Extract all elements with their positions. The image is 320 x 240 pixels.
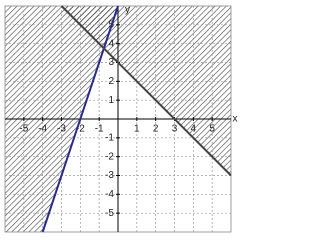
x-tick-label: 5: [209, 124, 215, 135]
y-tick-label: 2: [108, 76, 114, 87]
x-axis-label: x: [233, 114, 238, 125]
y-tick-label: 4: [108, 38, 114, 49]
boundary-line: [41, 5, 119, 233]
y-tick-label: -1: [105, 132, 114, 143]
x-tick-label: 1: [134, 124, 140, 135]
y-tick-label: -2: [105, 151, 114, 162]
x-tick-label: 4: [191, 124, 197, 135]
boundary-line: [60, 5, 232, 177]
y-tick-label: 3: [108, 57, 114, 68]
x-tick-label: 2: [153, 124, 159, 135]
y-axis-label: y: [125, 5, 130, 16]
y-tick-label: -3: [105, 170, 114, 181]
x-tick-label: -5: [19, 124, 28, 135]
y-tick-label: 1: [108, 95, 114, 106]
x-tick-label: -1: [95, 124, 104, 135]
x-tick-label: -2: [76, 124, 85, 135]
y-tick-label: -5: [105, 208, 114, 219]
x-tick-label: -3: [57, 124, 66, 135]
y-tick-label: -4: [105, 189, 114, 200]
x-tick-label: 3: [172, 124, 178, 135]
x-tick-label: -4: [38, 124, 47, 135]
